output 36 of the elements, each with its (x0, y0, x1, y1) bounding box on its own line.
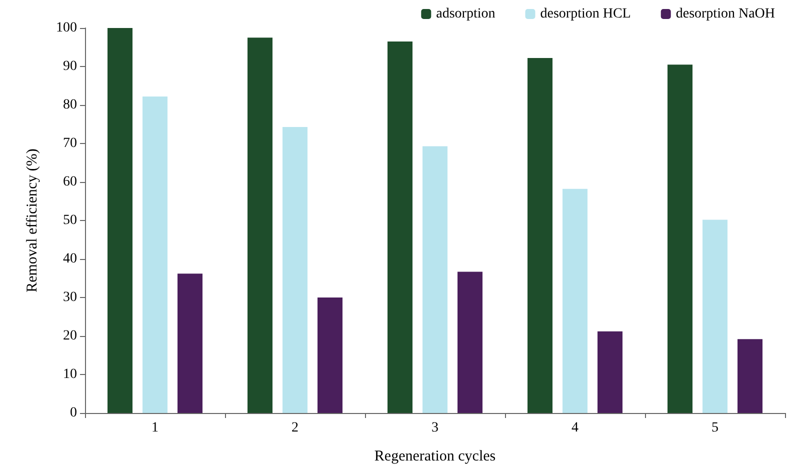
y-tick-label: 50 (63, 213, 77, 228)
bar (422, 146, 448, 413)
bar (702, 220, 728, 413)
x-tick-label: 2 (292, 420, 298, 436)
bar (318, 298, 342, 413)
y-tick-label: 10 (63, 367, 77, 382)
y-tick-label: 40 (63, 252, 77, 266)
bar (248, 38, 272, 413)
y-tick-label: 30 (63, 290, 77, 305)
bar (738, 339, 762, 413)
bar (598, 331, 622, 413)
bar (388, 41, 412, 413)
bar (528, 58, 552, 413)
legend-label: adsorption (436, 6, 496, 22)
y-axis-title: Removal efficiency (%) (24, 148, 40, 292)
y-tick-label: 20 (63, 328, 77, 344)
y-tick-label: 70 (63, 136, 77, 151)
y-tick-label: 60 (63, 174, 77, 190)
x-tick-label: 1 (152, 420, 158, 436)
bar (282, 126, 308, 413)
legend-label: desorption HCL (540, 6, 631, 22)
x-tick-label: 4 (572, 420, 578, 436)
x-tick-label: 5 (712, 420, 718, 436)
legend-label: desorption NaOH (676, 6, 776, 22)
bar (178, 274, 202, 413)
y-tick-label: 0 (70, 406, 77, 420)
bar (562, 188, 588, 413)
y-tick-label: 100 (56, 20, 77, 36)
bar (668, 64, 692, 413)
bar (458, 272, 482, 413)
x-tick-label: 3 (432, 420, 438, 436)
y-tick-label: 90 (63, 59, 77, 74)
x-axis-title: Regeneration cycles (374, 448, 496, 464)
bar (108, 28, 132, 413)
bar (142, 96, 168, 413)
y-tick-label: 80 (63, 98, 77, 112)
